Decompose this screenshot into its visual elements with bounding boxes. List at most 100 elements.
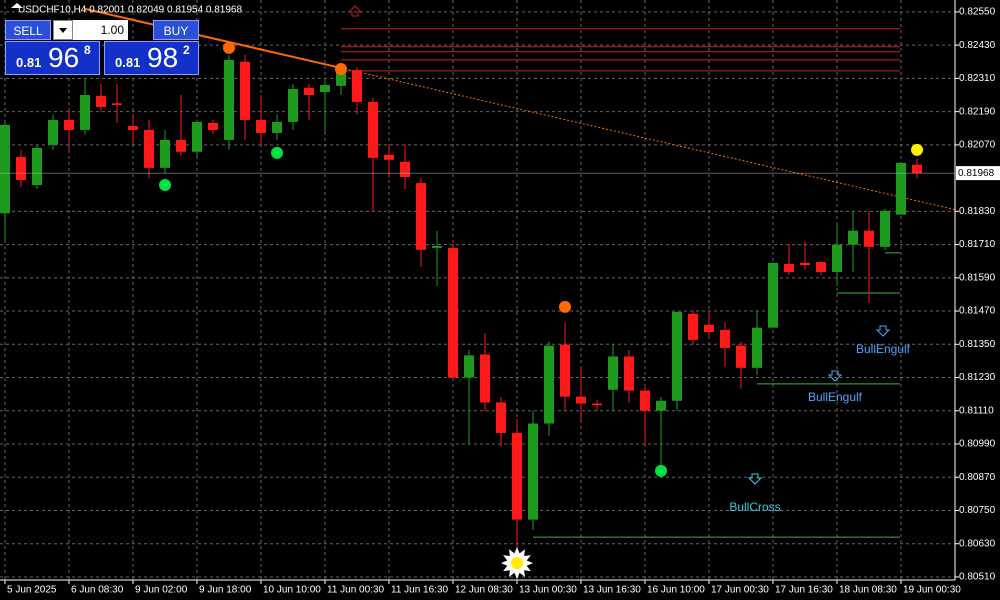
buy-button[interactable]: BUY	[153, 20, 199, 40]
y-tick-label: 0.81470	[959, 306, 996, 317]
candle-body	[208, 122, 218, 130]
candle-body	[160, 139, 170, 168]
trade-panel: SELL 1.00 BUY 0.81 96 8 0.81 98 2	[5, 20, 200, 76]
y-tick-label: 0.81110	[959, 405, 994, 416]
y-tick-label: 0.82310	[959, 73, 996, 84]
candle-body	[624, 356, 634, 391]
y-tick-label: 0.81350	[959, 339, 996, 350]
x-tick-label: 6 Jun 08:30	[71, 585, 124, 596]
chart-title: USDCHF10,H4 0.82001 0.82049 0.81954 0.81…	[18, 5, 242, 16]
signal-arrow	[827, 370, 843, 382]
candle-body	[80, 95, 90, 130]
price-label-box	[956, 166, 1000, 181]
y-tick-label: 0.80630	[959, 538, 996, 549]
x-tick-label: 10 Jun 10:00	[263, 585, 321, 596]
candle-body	[96, 95, 106, 107]
candle-body	[800, 262, 810, 266]
signal-arrow	[347, 5, 363, 17]
candle-body	[480, 354, 490, 403]
candle-body	[320, 85, 330, 92]
x-tick-label: 5 Jun 2025	[7, 585, 57, 596]
signal-marker	[223, 41, 235, 54]
candle-body	[16, 157, 26, 181]
top-layer: BullEngulf BullEngulf BullCross	[159, 5, 923, 580]
y-tick-label: 0.82070	[959, 140, 996, 151]
candle-body	[784, 263, 794, 272]
x-tick-label: 13 Jun 00:30	[519, 585, 577, 596]
candle-body	[912, 164, 922, 174]
candle-body	[64, 119, 74, 130]
x-tick-label: 19 Jun 00:30	[903, 585, 961, 596]
x-tick-label: 13 Jun 16:30	[583, 585, 641, 596]
candle-body	[144, 129, 154, 168]
signal-marker	[559, 300, 571, 313]
signal-marker	[655, 464, 667, 477]
grid	[0, 0, 955, 580]
y-tick-label: 0.81830	[959, 206, 996, 217]
candle-body	[416, 183, 426, 250]
y-tick-label: 0.81590	[959, 272, 996, 283]
candle-body	[640, 390, 650, 411]
x-tick-label: 11 Jun 00:30	[327, 585, 385, 596]
candle-body	[352, 70, 362, 102]
signal-marker	[159, 179, 171, 192]
lots-input[interactable]: 1.00	[73, 20, 128, 40]
candle-body	[528, 423, 538, 520]
price-label: 0.81968	[958, 168, 995, 179]
symbol-icon	[11, 3, 23, 8]
signal-arrow	[747, 473, 763, 485]
candle-body	[112, 103, 122, 105]
candle-body	[304, 87, 314, 96]
candle-body	[192, 121, 202, 152]
y-tick-label: 0.82430	[959, 40, 996, 51]
x-tick-label: 17 Jun 16:30	[775, 585, 833, 596]
y-tick-label: 0.82550	[959, 7, 996, 18]
candle-body	[400, 161, 410, 177]
signal-marker	[911, 143, 923, 156]
candle-body	[384, 154, 394, 160]
candle-body	[288, 88, 298, 122]
candle-body	[448, 247, 458, 378]
candle-body	[720, 329, 730, 348]
candle-body	[560, 344, 570, 397]
trendline	[84, 7, 342, 69]
candle-body	[688, 313, 698, 340]
sell-button[interactable]: SELL	[5, 20, 51, 40]
candle-body	[240, 61, 250, 120]
ask-big: 98	[147, 42, 179, 73]
annotation: BullCross	[729, 500, 780, 514]
lots-dropdown[interactable]	[53, 20, 73, 40]
ask-prefix: 0.81	[115, 55, 141, 70]
ask-quote[interactable]: 0.81 98 2	[104, 41, 199, 75]
signal-arrow	[875, 325, 891, 337]
candles	[0, 54, 922, 547]
candle-body	[128, 126, 138, 130]
x-tick-label: 18 Jun 08:30	[839, 585, 897, 596]
y-tick-label: 0.80870	[959, 472, 996, 483]
candle-body	[752, 327, 762, 368]
x-tick-label: 9 Jun 18:00	[199, 585, 252, 596]
candle-body	[32, 147, 42, 186]
candle-body	[592, 403, 602, 406]
bid-small: 8	[84, 43, 91, 57]
candle-body	[576, 396, 586, 404]
y-tick-label: 0.82190	[959, 106, 996, 117]
candle-body	[608, 356, 618, 390]
candle-body	[0, 124, 10, 214]
signal-marker	[335, 62, 347, 75]
candle-body	[48, 119, 58, 145]
candle-body	[864, 230, 874, 247]
candle-body	[656, 400, 666, 411]
candle-body	[256, 119, 266, 133]
candle-body	[368, 101, 378, 158]
candle-body	[272, 121, 282, 133]
y-tick-label: 0.81230	[959, 372, 996, 383]
candle-body	[832, 244, 842, 272]
candle-body	[464, 355, 474, 378]
candle-body	[816, 262, 826, 272]
bid-quote[interactable]: 0.81 96 8	[5, 41, 100, 75]
arrow	[59, 28, 67, 33]
annotation: BullEngulf	[808, 390, 863, 404]
candle-body	[896, 162, 906, 215]
